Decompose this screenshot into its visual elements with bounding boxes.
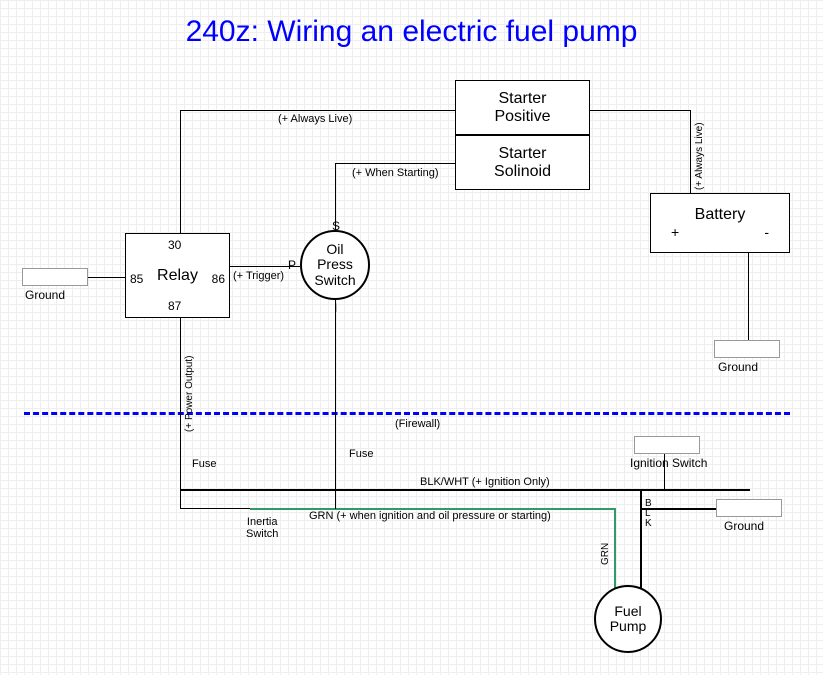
wire-blk-down: [640, 489, 642, 589]
ground-left-label: Ground: [25, 288, 65, 302]
label-grn-desc: GRN (+ when ignition and oil pressure or…: [309, 510, 551, 522]
wire: [88, 277, 125, 278]
fuel-pump-label: FuelPump: [610, 604, 647, 635]
label-fuse2: Fuse: [349, 448, 373, 460]
relay-label: Relay: [157, 267, 198, 285]
ignition-switch-label: Ignition Switch: [630, 456, 707, 470]
label-power-output: (+ Power Output): [184, 332, 195, 432]
wire: [180, 110, 690, 111]
battery-plus: +: [671, 224, 679, 240]
starter-positive-label: StarterPositive: [494, 90, 550, 126]
battery-minus: -: [764, 224, 769, 240]
diagram-title: 240z: Wiring an electric fuel pump: [0, 15, 823, 49]
wire: [335, 163, 455, 164]
ground-right-box: [716, 499, 782, 517]
ground-batt-label: Ground: [718, 360, 758, 374]
firewall-label: (Firewall): [395, 418, 440, 430]
battery-box: Battery + -: [650, 193, 790, 253]
wire: [180, 489, 181, 509]
relay-pin-85: 85: [130, 272, 143, 286]
wire: [180, 508, 250, 509]
wire-blkwht: [180, 489, 750, 491]
wire: [335, 495, 336, 509]
wire: [335, 300, 336, 495]
starter-positive-box: StarterPositive: [455, 80, 590, 135]
label-trigger: (+ Trigger): [233, 270, 284, 282]
wire-grn-v: [614, 508, 616, 590]
oil-press-label: OilPressSwitch: [314, 242, 355, 288]
label-fuse1: Fuse: [192, 458, 216, 470]
label-inertia: InertiaSwitch: [246, 516, 278, 540]
label-when-starting: (+ When Starting): [352, 167, 439, 179]
relay-pin-30: 30: [168, 238, 181, 252]
ground-left-box: [22, 268, 88, 286]
oil-press-switch: OilPressSwitch: [300, 230, 370, 300]
oil-pin-s: S: [332, 219, 340, 233]
starter-solinoid-box: StarterSolinoid: [455, 135, 590, 190]
oil-pin-p: P: [288, 258, 296, 272]
starter-solinoid-label: StarterSolinoid: [494, 145, 551, 181]
ignition-switch-box: [634, 436, 700, 454]
wire: [180, 110, 181, 233]
oil-pin-i: I: [334, 301, 337, 315]
ground-batt-box: [714, 340, 780, 358]
ground-right-label: Ground: [724, 519, 764, 533]
firewall-line: [24, 412, 790, 415]
label-grn-v: GRN: [600, 535, 611, 565]
relay-pin-86: 86: [212, 272, 225, 286]
relay-pin-87: 87: [168, 299, 181, 313]
label-always-live-top: (+ Always Live): [278, 113, 352, 125]
fuel-pump: FuelPump: [594, 585, 662, 653]
label-blkwht: BLK/WHT (+ Ignition Only): [420, 476, 550, 488]
wire: [690, 110, 691, 193]
wiring-diagram: 240z: Wiring an electric fuel pump (Fire…: [0, 0, 823, 675]
label-always-live-right: (+ Always Live): [694, 110, 705, 190]
relay-box: Relay 30 85 86 87: [125, 233, 230, 318]
wire: [748, 253, 749, 340]
battery-label: Battery: [695, 206, 746, 224]
wire: [180, 318, 181, 495]
label-blk-v: BLK: [645, 499, 652, 529]
